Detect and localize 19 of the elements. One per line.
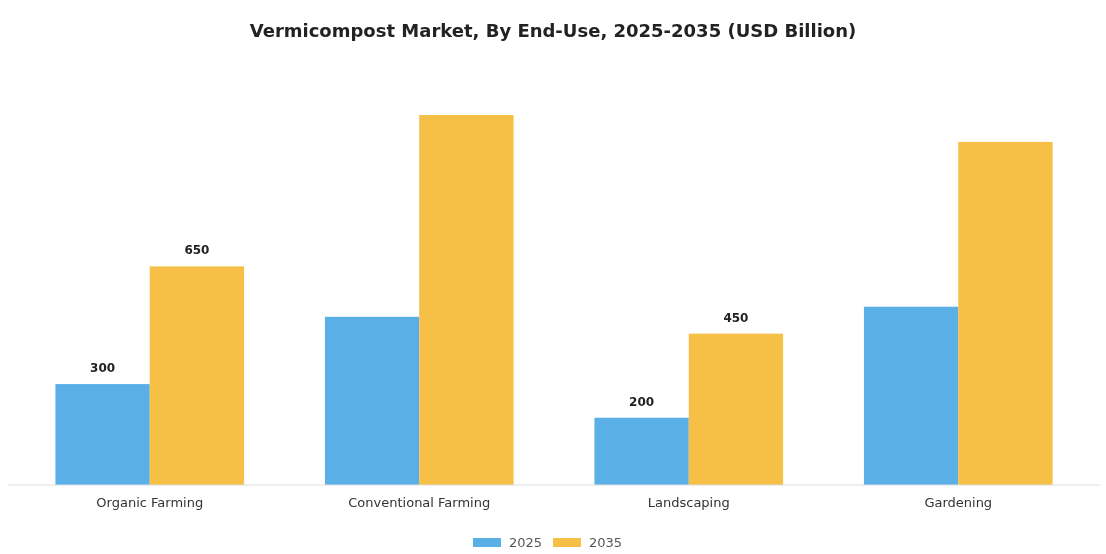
bar xyxy=(863,306,959,485)
x-tick-label: Organic Farming xyxy=(96,495,204,510)
x-tick-label: Landscaping xyxy=(647,495,730,510)
bar xyxy=(688,333,784,485)
bar xyxy=(594,417,689,485)
data-label: 300 xyxy=(90,361,116,376)
bar xyxy=(55,384,150,485)
legend-label: 2025 xyxy=(509,535,543,550)
data-label: 450 xyxy=(723,310,749,325)
x-tick-label: Conventional Farming xyxy=(348,495,491,510)
data-label: 200 xyxy=(629,394,655,409)
x-tick-label: Gardening xyxy=(924,495,993,510)
chart-title: Vermicompost Market, By End-Use, 2025-2035 (USD Billion) xyxy=(249,20,857,41)
bar xyxy=(958,141,1053,485)
bar xyxy=(419,115,514,485)
data-label: 650 xyxy=(184,243,210,258)
legend-label: 2035 xyxy=(589,535,623,550)
bar xyxy=(149,266,245,485)
bar xyxy=(324,316,420,485)
